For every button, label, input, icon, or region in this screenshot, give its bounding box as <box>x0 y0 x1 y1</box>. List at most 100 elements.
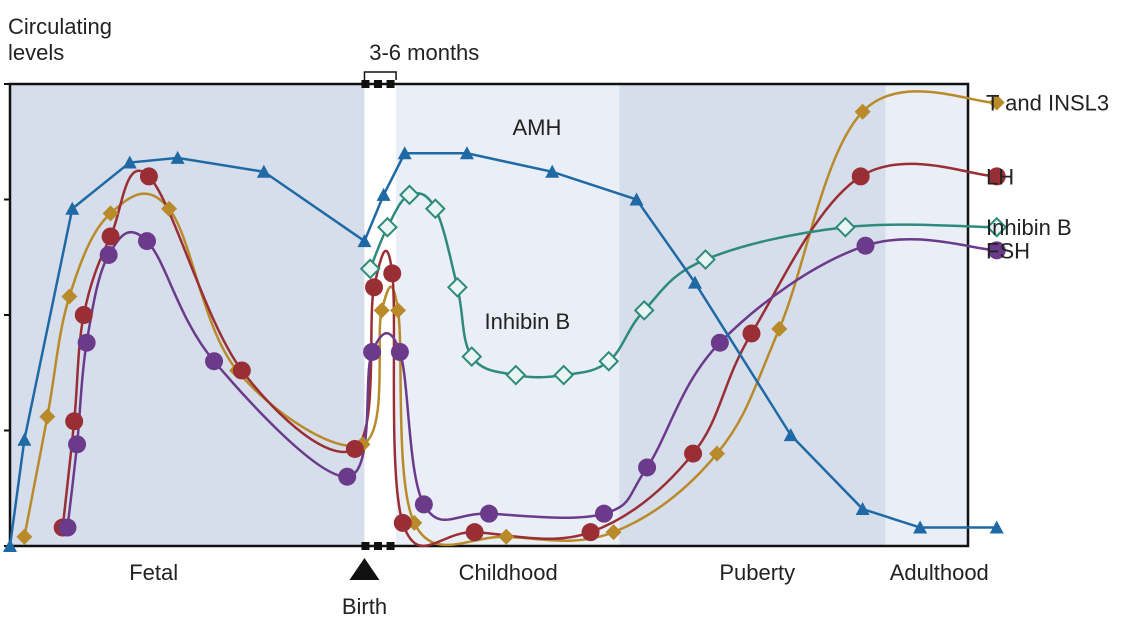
point-lh-6 <box>345 439 364 458</box>
months-label: 3-6 months <box>369 40 479 65</box>
point-inhibin-b-4 <box>446 276 468 298</box>
point-t-and-insl3-13 <box>771 320 788 337</box>
period-labels: Fetal Childhood Puberty Adulthood <box>129 560 989 585</box>
plot-border <box>8 82 970 548</box>
point-inhibin-b-12 <box>986 216 1008 238</box>
series-markers <box>3 94 1008 552</box>
point-t-and-insl3-2 <box>61 288 78 305</box>
point-fsh-5 <box>205 352 224 371</box>
point-fsh-8 <box>390 342 409 361</box>
period-band-fetal <box>10 84 365 546</box>
months-marker-bottom-0 <box>361 542 370 550</box>
point-inhibin-b-0 <box>359 258 381 280</box>
point-lh-2 <box>74 306 93 324</box>
months-marker-bottom-2 <box>386 542 395 550</box>
annotations: 3-6 months Birth AMH Inhibin B <box>342 40 570 619</box>
months-marker-top-1 <box>373 80 382 88</box>
point-t-and-insl3-10 <box>498 528 515 545</box>
point-amh-15 <box>913 520 928 534</box>
months-marker-top-0 <box>361 80 370 88</box>
point-t-and-insl3-0 <box>16 528 33 545</box>
point-inhibin-b-3 <box>424 198 446 220</box>
amh-curve-label: AMH <box>512 115 561 140</box>
point-t-and-insl3-11 <box>605 524 622 541</box>
point-lh-11 <box>581 523 600 542</box>
point-t-and-insl3-7 <box>373 302 390 319</box>
point-fsh-1 <box>68 435 87 454</box>
line-t-and-insl3 <box>23 90 997 547</box>
point-inhibin-b-11 <box>834 216 856 238</box>
point-inhibin-b-8 <box>598 350 620 372</box>
point-fsh-12 <box>638 458 657 477</box>
point-lh-10 <box>465 523 484 542</box>
point-inhibin-b-1 <box>377 216 398 238</box>
period-shading <box>10 84 968 546</box>
period-band-adulthood <box>885 84 968 546</box>
point-lh-8 <box>383 264 402 283</box>
point-fsh-11 <box>594 504 613 523</box>
point-fsh-2 <box>77 333 96 352</box>
months-bracket <box>363 71 397 80</box>
point-t-and-insl3-15 <box>988 94 1005 111</box>
point-inhibin-b-10 <box>695 249 716 270</box>
point-lh-14 <box>851 167 870 186</box>
series-lines <box>8 90 997 547</box>
point-lh-7 <box>365 278 384 297</box>
legend-label-fsh: FSH <box>986 238 1030 263</box>
point-lh-9 <box>393 513 412 532</box>
point-inhibin-b-9 <box>633 299 655 321</box>
period-label-adulthood: Adulthood <box>890 560 989 585</box>
point-lh-3 <box>101 227 120 246</box>
legend-label-t-and-insl3: T and INSL3 <box>986 90 1109 115</box>
point-t-and-insl3-1 <box>39 408 56 425</box>
point-amh-1 <box>17 432 32 446</box>
point-lh-5 <box>232 361 251 380</box>
point-amh-6 <box>357 234 372 248</box>
point-fsh-3 <box>99 245 118 264</box>
point-fsh-10 <box>480 504 498 523</box>
period-band-puberty <box>619 84 886 546</box>
line-fsh <box>66 230 997 528</box>
point-amh-4 <box>170 150 185 164</box>
point-amh-8 <box>397 146 412 160</box>
point-amh-7 <box>376 187 391 201</box>
point-amh-14 <box>855 502 870 516</box>
point-lh-15 <box>987 167 1006 186</box>
point-lh-4 <box>139 167 158 186</box>
months-marker-bottom-1 <box>373 542 382 550</box>
point-lh-13 <box>742 324 761 343</box>
point-fsh-13 <box>710 333 729 352</box>
point-fsh-14 <box>856 236 875 255</box>
point-amh-0 <box>3 539 17 552</box>
point-t-and-insl3-4 <box>161 200 178 217</box>
period-label-fetal: Fetal <box>129 560 178 585</box>
months-marker-top-2 <box>386 80 395 88</box>
point-inhibin-b-6 <box>505 364 527 386</box>
point-amh-13 <box>783 428 798 442</box>
point-amh-16 <box>989 520 1004 534</box>
point-fsh-9 <box>414 495 433 514</box>
point-inhibin-b-7 <box>553 364 575 386</box>
point-t-and-insl3-3 <box>102 205 119 222</box>
point-amh-9 <box>459 146 474 160</box>
point-fsh-0 <box>58 518 77 537</box>
point-inhibin-b-5 <box>461 346 483 367</box>
point-lh-12 <box>684 444 703 463</box>
period-label-puberty: Puberty <box>719 560 795 585</box>
point-amh-2 <box>65 201 80 215</box>
point-fsh-15 <box>987 241 1006 260</box>
point-amh-5 <box>256 164 271 178</box>
point-fsh-6 <box>338 467 357 486</box>
y-axis-label-line-0: Circulating <box>8 14 112 39</box>
point-t-and-insl3-14 <box>854 103 871 120</box>
inhibin-curve-label: Inhibin B <box>485 309 571 334</box>
point-amh-11 <box>629 192 644 206</box>
plot-frame <box>8 82 970 548</box>
point-amh-12 <box>687 275 702 289</box>
point-amh-3 <box>122 155 137 169</box>
point-fsh-7 <box>363 342 382 361</box>
birth-arrow <box>349 558 380 580</box>
